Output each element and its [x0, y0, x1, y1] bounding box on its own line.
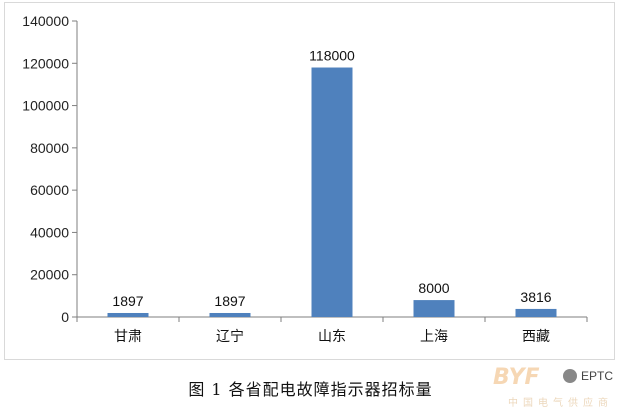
bar — [107, 312, 149, 317]
y-tick-label: 40000 — [30, 224, 69, 240]
y-tick-label: 60000 — [30, 182, 69, 198]
x-tick-label: 山东 — [318, 329, 346, 345]
bar — [311, 67, 353, 317]
bar — [413, 300, 455, 317]
bar-chart: 0 20000 40000 60000 80000 100000 120000 140000 1… — [22, 13, 588, 345]
watermark: BYF EPTC 中国电气供应商 — [443, 365, 613, 409]
chart-frame: 0 20000 40000 60000 80000 100000 120000 140000 1… — [4, 2, 615, 360]
y-tick-label: 100000 — [22, 98, 69, 114]
figure-caption: 图 1 各省配电故障指示器招标量 — [188, 380, 433, 399]
x-tick-label: 西藏 — [522, 329, 550, 345]
data-label: 3816 — [520, 289, 551, 305]
x-tick-label: 甘肃 — [114, 329, 142, 345]
y-tick-label: 0 — [61, 309, 69, 325]
y-tick-label: 80000 — [30, 140, 69, 156]
y-tick-label: 140000 — [22, 13, 69, 29]
data-label: 118000 — [309, 48, 355, 64]
x-tick-label: 辽宁 — [216, 328, 244, 345]
data-label: 8000 — [418, 280, 449, 296]
wechat-icon — [562, 369, 577, 383]
data-label: 1897 — [112, 293, 143, 309]
y-tick-label: 20000 — [30, 267, 69, 283]
data-label: 1897 — [214, 293, 245, 309]
y-tick-label: 120000 — [22, 55, 69, 71]
x-tick-label: 上海 — [420, 329, 448, 345]
bar — [209, 312, 251, 317]
watermark-logo: BYF — [493, 365, 540, 390]
watermark-eptc: EPTC — [562, 369, 613, 383]
watermark-cn: 中国电气供应商 — [508, 398, 613, 409]
watermark-eptc-label: EPTC — [580, 369, 613, 383]
bar — [515, 308, 557, 317]
